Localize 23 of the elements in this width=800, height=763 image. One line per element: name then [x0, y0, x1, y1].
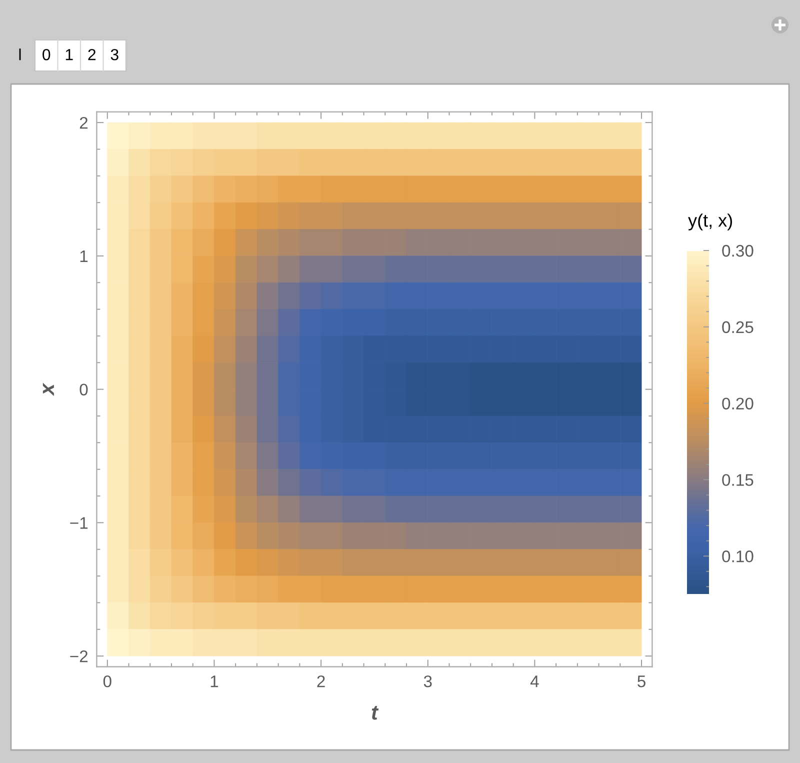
color-bar-label: 0.15 [722, 474, 754, 486]
y-tick-label: 0 [80, 384, 88, 396]
x-tick-label: 1 [210, 676, 218, 688]
x-tick-label: 4 [530, 676, 539, 688]
y-tick-label: 1 [80, 250, 88, 262]
x-axis-title: t [372, 706, 379, 720]
y-tick-label: −1 [70, 517, 88, 529]
y-tick-label: −2 [70, 650, 88, 662]
color-bar-label: 0.10 [722, 550, 754, 562]
x-tick-label: 2 [317, 675, 325, 688]
x-tick-label: 3 [424, 675, 432, 688]
y-axis-title: x [42, 382, 54, 396]
x-tick-label: 0 [103, 675, 112, 688]
text: l [19, 48, 21, 60]
text: 3 [110, 48, 118, 60]
x-tick-label: 5 [638, 676, 646, 688]
color-bar-label: 0.30 [722, 244, 754, 257]
y-tick-label: 2 [80, 116, 88, 129]
text: 2 [88, 48, 96, 60]
color-bar-label: 0.25 [722, 321, 754, 334]
text: 0 [42, 48, 50, 60]
color-bar-label: 0.20 [722, 398, 754, 410]
color-bar-title: y(t, x) [688, 214, 732, 230]
